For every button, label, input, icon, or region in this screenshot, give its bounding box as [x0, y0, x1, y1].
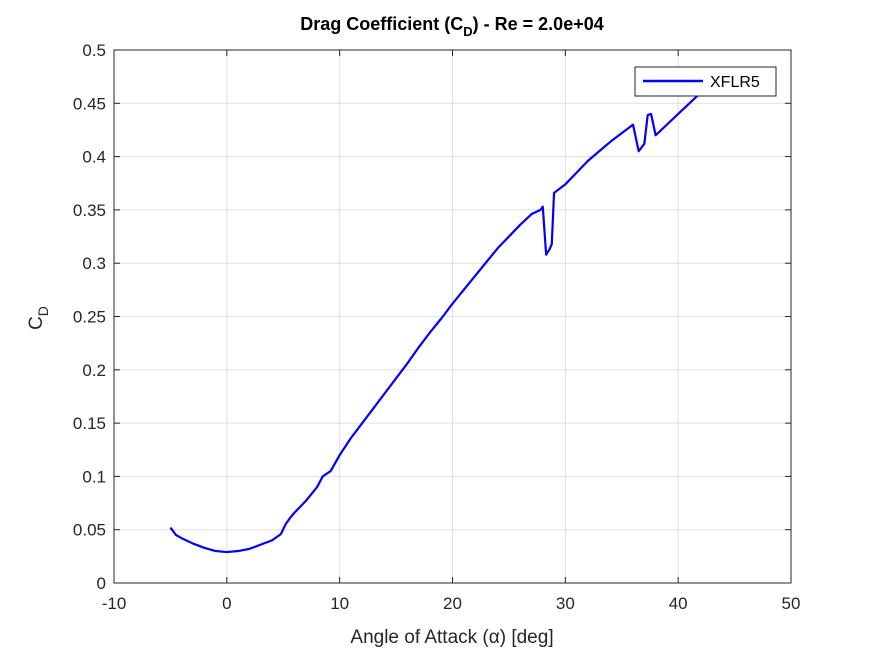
series-layer: [169, 91, 702, 554]
ticks: [113, 49, 792, 584]
y-tick-label: 0.5: [82, 41, 106, 60]
y-tick-label: 0.4: [82, 148, 106, 167]
chart-title-tail: ) - Re = 2.0e+04: [473, 14, 604, 34]
chart-title-main: Drag Coefficient (C: [300, 14, 463, 34]
x-tick-label: 40: [669, 594, 688, 613]
x-tick-label: -10: [102, 594, 127, 613]
chart-title-sub: D: [463, 24, 472, 39]
y-tick-label: 0.35: [73, 201, 106, 220]
x-tick-label: 30: [556, 594, 575, 613]
x-axis-label: Angle of Attack (α) [deg]: [350, 627, 553, 648]
x-tick-label: 0: [222, 594, 231, 613]
y-tick-labels: 0 0.05 0.1 0.15 0.2 0.25 0.3 0.35 0.4 0.45 0.5: [73, 41, 106, 593]
y-tick-label: 0: [97, 574, 106, 593]
x-tick-labels: -10 0 10 20 30 40 50: [102, 594, 801, 613]
y-tick-label: 0.3: [82, 254, 106, 273]
x-tick-label: 10: [330, 594, 349, 613]
chart-title: Drag Coefficient (CD) - Re = 2.0e+04: [300, 14, 604, 39]
legend-label-xflr5: XFLR5: [710, 74, 760, 91]
y-tick-label: 0.15: [73, 414, 106, 433]
y-tick-label: 0.05: [73, 521, 106, 540]
x-tick-label: 20: [443, 594, 462, 613]
y-tick-label: 0.45: [73, 94, 106, 113]
y-axis-label-main: C: [26, 316, 47, 330]
x-tick-label: 50: [782, 594, 801, 613]
y-tick-label: 0.2: [82, 361, 106, 380]
y-axis-label-sub: D: [35, 306, 51, 316]
series-line-xflr5: [169, 91, 702, 554]
y-axis-label: CD: [26, 306, 51, 330]
legend: XFLR5: [634, 66, 777, 97]
y-tick-label: 0.1: [82, 467, 106, 486]
y-tick-label: 0.25: [73, 308, 106, 327]
